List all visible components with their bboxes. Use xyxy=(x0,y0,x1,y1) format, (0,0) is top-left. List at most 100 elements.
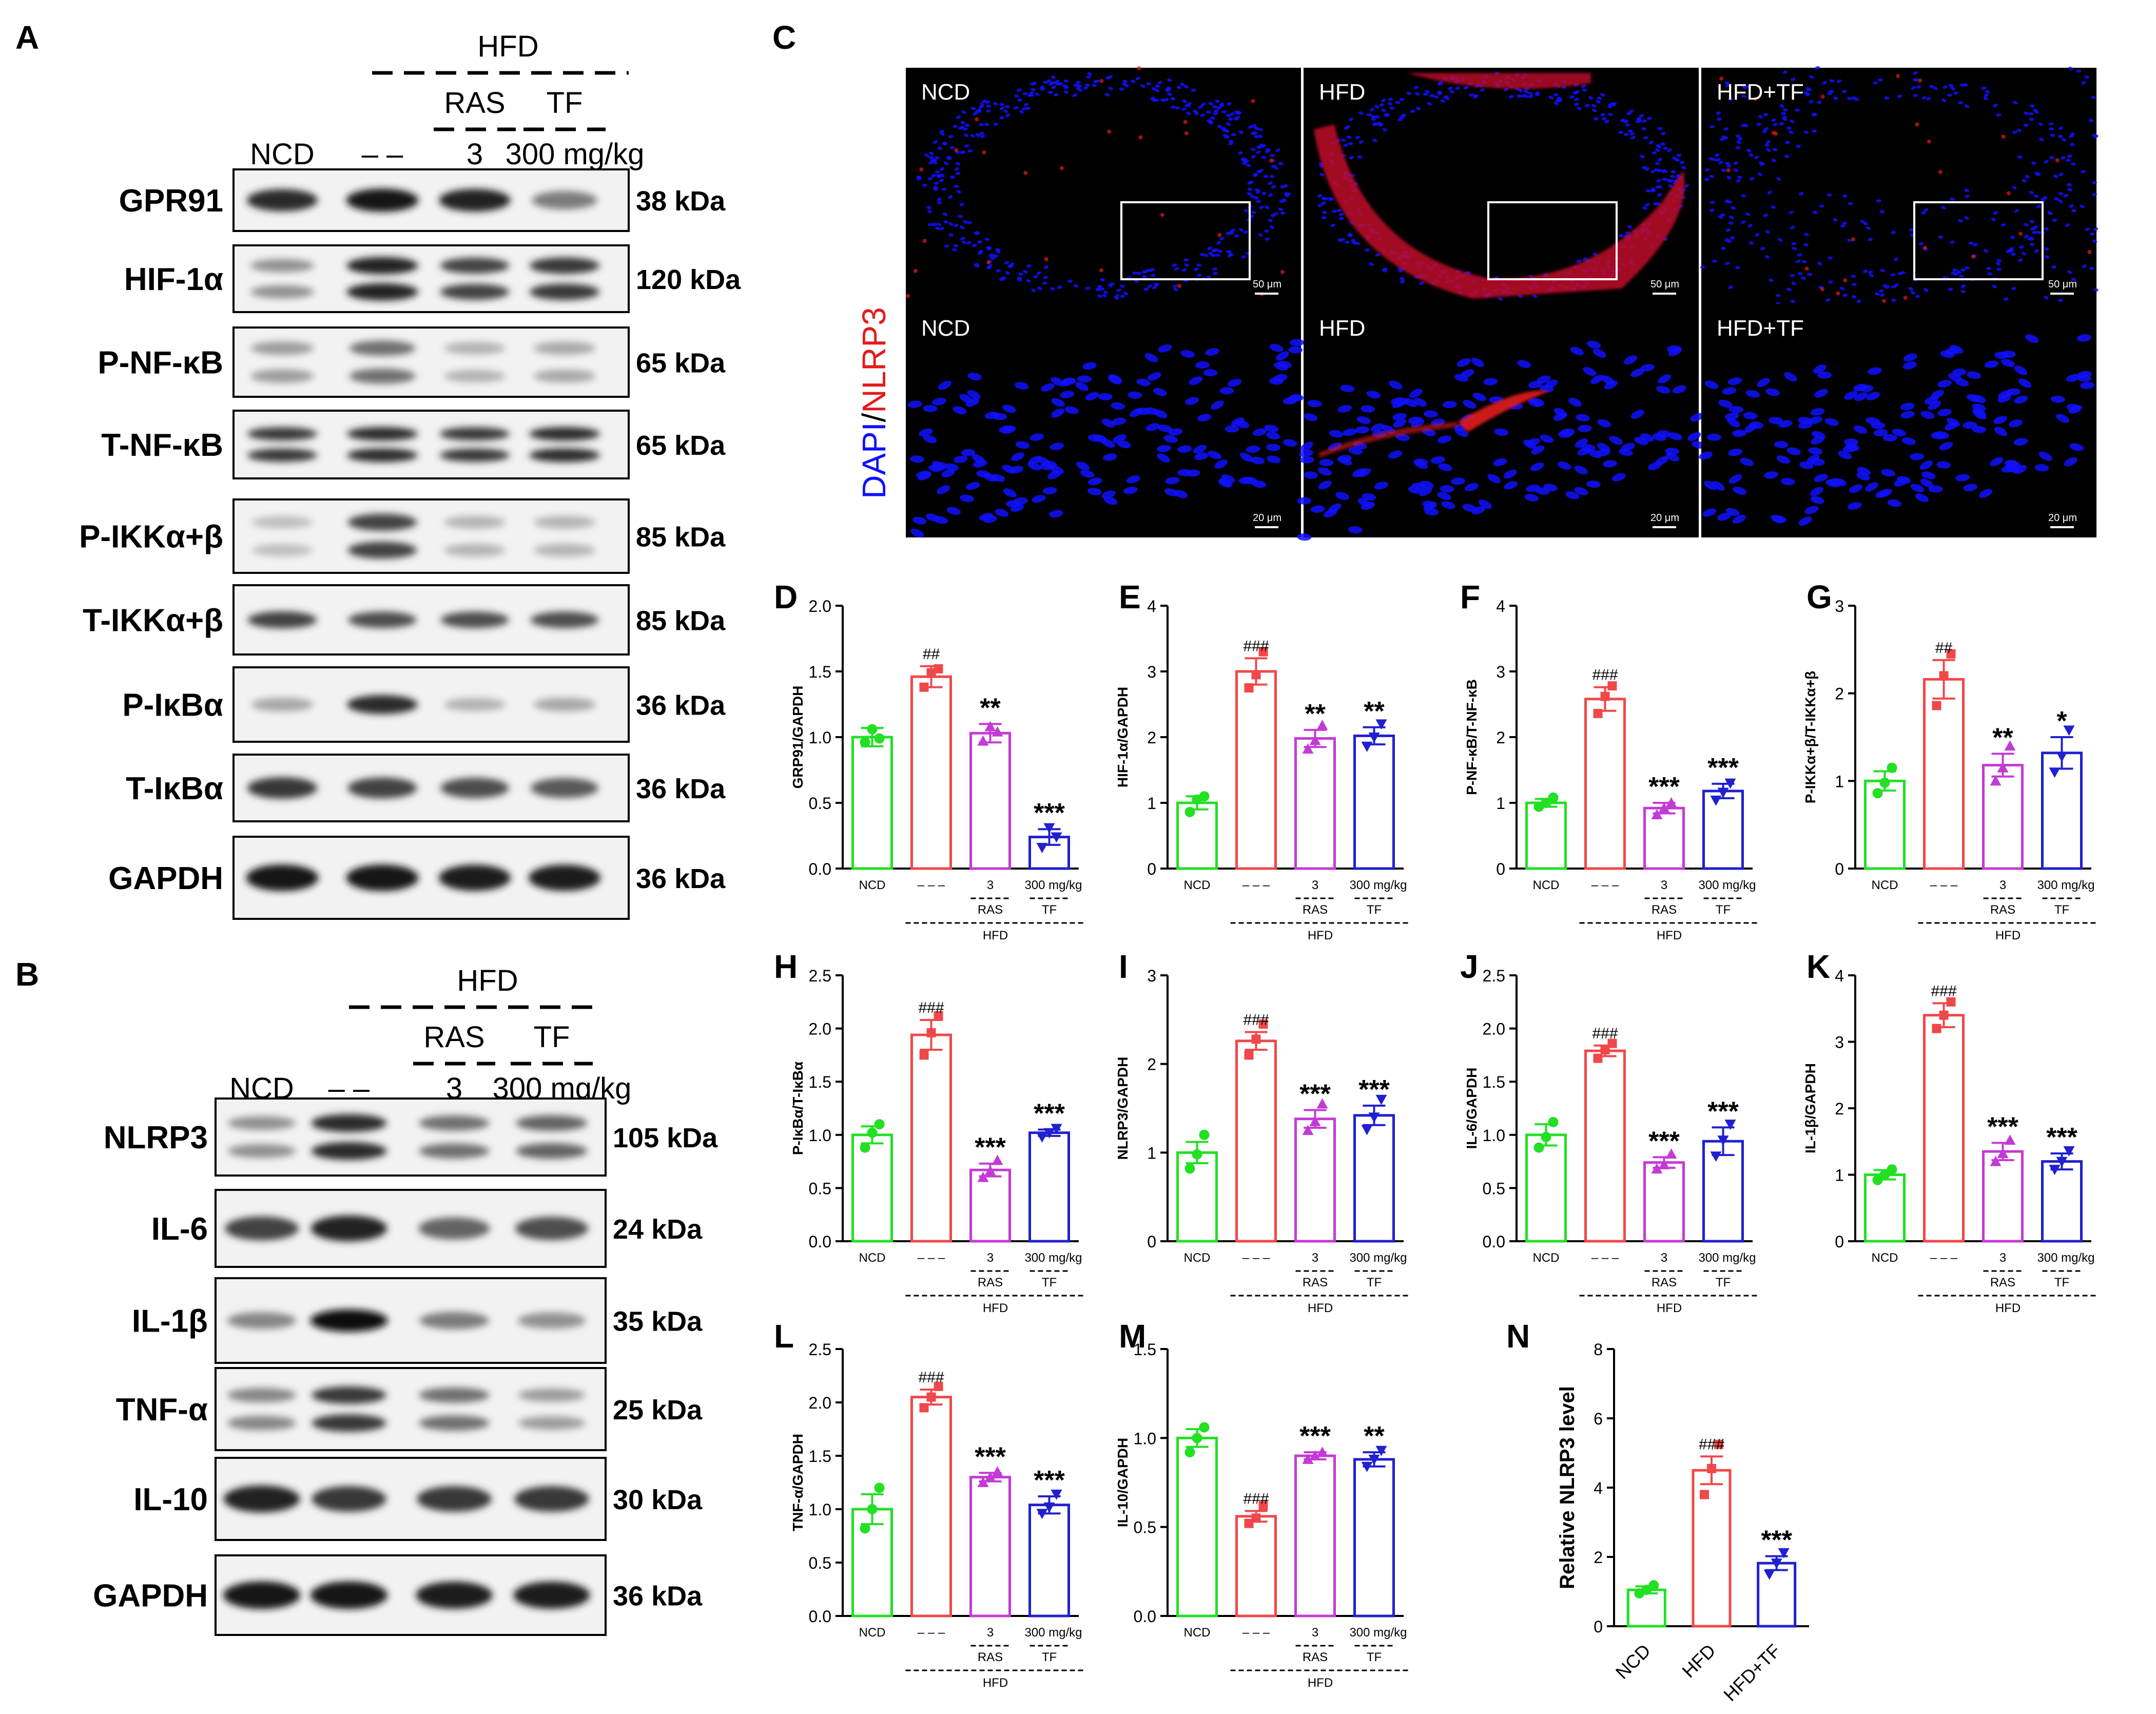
nucleus xyxy=(1756,123,1762,126)
data-point xyxy=(1244,1518,1254,1528)
protein-band xyxy=(250,259,315,273)
significance-mark: *** xyxy=(1648,772,1680,802)
data-point xyxy=(2049,1165,2061,1176)
nucleus xyxy=(1911,86,1916,90)
nucleus xyxy=(1369,262,1374,266)
nucleus xyxy=(1009,262,1015,266)
x-label-ras: RAS xyxy=(1652,1276,1677,1289)
nucleus xyxy=(1728,285,1734,290)
x-tick-label: HFD+TF xyxy=(1719,1640,1784,1705)
x-tick-label: HFD xyxy=(1678,1640,1719,1682)
protein-band xyxy=(529,257,600,274)
nucleus xyxy=(1027,93,1033,97)
nucleus xyxy=(1963,484,1978,492)
nucleus xyxy=(1583,257,1588,261)
nucleus xyxy=(1709,208,1715,212)
data-point xyxy=(1932,701,1941,710)
nucleus xyxy=(1903,353,1917,362)
nucleus xyxy=(2047,210,2052,215)
data-point xyxy=(1192,1433,1202,1443)
nlrp3-dot xyxy=(1971,254,1976,259)
nucleus xyxy=(1503,88,1509,92)
nlrp3-dot xyxy=(1903,296,1908,300)
scale-bar-label: 20 μm xyxy=(1650,512,1679,524)
blot-box xyxy=(232,410,630,479)
bar xyxy=(1923,678,1965,870)
nucleus xyxy=(2071,278,2076,281)
nucleus xyxy=(1952,268,1958,272)
nucleus xyxy=(1630,410,1644,419)
nucleus xyxy=(1959,274,1965,278)
chart-h: 0.00.51.01.52.02.5P-IκBα/T-IκBα###******… xyxy=(790,967,1085,1315)
nucleus xyxy=(1517,94,1522,98)
nucleus xyxy=(1586,340,1601,349)
nucleus xyxy=(2024,111,2029,115)
nucleus xyxy=(925,513,940,522)
protein-band xyxy=(346,283,418,301)
nucleus xyxy=(948,233,954,237)
nucleus xyxy=(1382,267,1388,271)
nucleus xyxy=(1875,292,1880,296)
nucleus xyxy=(1017,99,1022,102)
protein-label: GPR91 xyxy=(119,183,223,219)
nucleus xyxy=(1657,145,1662,149)
nucleus xyxy=(1964,216,1969,220)
nucleus xyxy=(1229,253,1234,256)
nucleus xyxy=(1413,86,1419,89)
nucleus xyxy=(1724,84,1730,87)
nucleus xyxy=(1710,125,1715,129)
nucleus xyxy=(1967,394,1981,402)
nucleus xyxy=(1371,114,1376,119)
nucleus xyxy=(1114,296,1119,300)
nucleus xyxy=(1993,416,2007,425)
significance-mark: *** xyxy=(1648,1126,1680,1156)
y-axis-label: NLRP3/GAPDH xyxy=(1115,1057,1131,1160)
nucleus xyxy=(1574,98,1579,101)
x-label-ras-dose: 3 xyxy=(1661,878,1667,892)
protein-band xyxy=(247,611,317,629)
nucleus xyxy=(1053,93,1059,97)
nlrp3-dot xyxy=(1099,268,1103,273)
blot-row: T-IκBα 36 kDa xyxy=(126,754,726,822)
data-point xyxy=(2004,1134,2016,1145)
data-point xyxy=(1724,1120,1736,1130)
protein-band xyxy=(346,864,419,891)
nucleus xyxy=(1973,410,1987,420)
nucleus xyxy=(1891,230,1896,235)
data-point xyxy=(1199,791,1210,802)
nucleus xyxy=(1565,491,1580,499)
nucleus xyxy=(1076,461,1090,471)
data-point xyxy=(1600,691,1610,701)
nucleus xyxy=(1630,136,1636,140)
nucleus xyxy=(1665,448,1680,455)
protein-band xyxy=(347,513,417,531)
nucleus xyxy=(1749,421,1763,429)
nucleus xyxy=(985,100,990,104)
y-tick-label: 2.0 xyxy=(1483,1020,1505,1038)
nucleus xyxy=(961,110,967,114)
nucleus xyxy=(1983,97,1989,100)
data-point xyxy=(1700,1490,1709,1499)
nucleus xyxy=(1226,113,1231,118)
nucleus xyxy=(996,269,1001,273)
nucleus xyxy=(1767,190,1772,195)
nucleus xyxy=(1297,533,1312,541)
nucleus xyxy=(1061,377,1076,385)
nucleus xyxy=(2029,104,2035,108)
data-point xyxy=(1043,1128,1055,1139)
significance-mark: *** xyxy=(2046,1123,2077,1152)
nucleus xyxy=(1829,90,1834,93)
nucleus xyxy=(1319,172,1325,177)
data-point xyxy=(919,1403,929,1413)
nucleus xyxy=(975,133,981,137)
nucleus xyxy=(1098,393,1113,400)
nucleus xyxy=(1366,113,1372,117)
bar xyxy=(969,1168,1011,1243)
nlrp3-signal xyxy=(1406,73,1591,89)
nucleus xyxy=(1928,485,1943,493)
nucleus xyxy=(1479,499,1492,509)
nucleus xyxy=(953,406,967,415)
data-point xyxy=(934,664,943,673)
nucleus xyxy=(1063,90,1069,94)
nucleus xyxy=(1810,496,1825,504)
